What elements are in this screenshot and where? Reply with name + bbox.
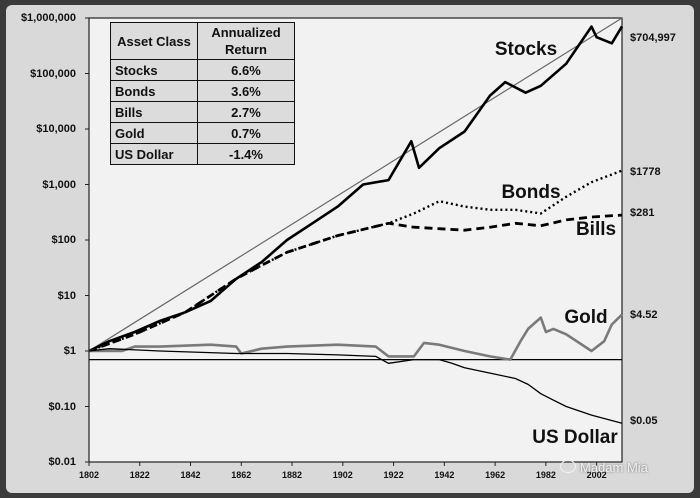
y-tick-label: $1 bbox=[63, 345, 76, 357]
gold-series-line bbox=[89, 313, 623, 361]
us-dollar-series-label: US Dollar bbox=[532, 427, 618, 448]
table-cell-asset: Bonds bbox=[110, 80, 198, 102]
y-tick-label: $0.10 bbox=[48, 400, 76, 413]
y-tick-label: $1,000,000 bbox=[20, 12, 76, 24]
x-tick-label: 2002 bbox=[586, 470, 607, 480]
trend-lines bbox=[88, 17, 623, 361]
table-cell-asset: US Dollar bbox=[110, 143, 198, 165]
bills-end-label: $281 bbox=[630, 207, 655, 219]
table-header-row: Asset Class Annualized Return bbox=[110, 22, 295, 60]
x-tick-label: 1962 bbox=[485, 470, 506, 480]
tick-marks bbox=[85, 17, 598, 466]
watermark: Madam Mia bbox=[560, 460, 648, 475]
bonds-series-line bbox=[88, 169, 623, 353]
table-cell-return: 2.7% bbox=[197, 101, 295, 123]
x-tick-label: 1842 bbox=[180, 470, 201, 480]
table-row: Stocks 6.6% bbox=[110, 59, 295, 81]
x-tick-label: 1922 bbox=[383, 470, 404, 480]
y-tick-label: $100,000 bbox=[30, 67, 76, 80]
gold-end-label: $4.52 bbox=[630, 309, 658, 321]
x-tick-label: 1902 bbox=[332, 470, 353, 480]
table-header-asset-class: Asset Class bbox=[110, 22, 198, 60]
wechat-icon bbox=[560, 460, 576, 473]
table-row: Gold 0.7% bbox=[110, 122, 295, 144]
stocks-end-label: $704,997 bbox=[630, 32, 676, 44]
table-cell-return: 6.6% bbox=[197, 59, 295, 81]
table-row: Bills 2.7% bbox=[110, 101, 295, 123]
stocks-series-label: Stocks bbox=[494, 39, 558, 60]
x-tick-label: 1862 bbox=[231, 470, 252, 480]
trend-line bbox=[88, 17, 623, 352]
bonds-series-label: Bonds bbox=[501, 182, 561, 203]
table-cell-return: 3.6% bbox=[197, 80, 295, 102]
x-tick-label: 1882 bbox=[282, 470, 303, 480]
table-header-annualized-return: Annualized Return bbox=[197, 22, 295, 60]
us-dollar-end-label: $0.05 bbox=[630, 415, 658, 427]
bonds-end-label: $1778 bbox=[630, 166, 661, 178]
y-tick-label: $10,000 bbox=[36, 123, 76, 135]
bills-series-line bbox=[88, 213, 623, 353]
us-dollar-series-line bbox=[88, 348, 623, 424]
returns-table: Asset Class Annualized Return Stocks 6.6… bbox=[110, 22, 295, 165]
watermark-text: Madam Mia bbox=[580, 460, 648, 475]
series-lines bbox=[88, 25, 624, 424]
y-tick-label: $1,000 bbox=[42, 178, 76, 191]
table-cell-asset: Bills bbox=[110, 101, 198, 123]
x-tick-label: 1802 bbox=[78, 470, 100, 480]
y-tick-label: $10 bbox=[57, 289, 76, 302]
x-tick-label: 1822 bbox=[129, 470, 150, 480]
table-row: US Dollar -1.4% bbox=[110, 143, 295, 165]
table-cell-asset: Gold bbox=[110, 122, 198, 144]
gold-series-label: Gold bbox=[564, 307, 608, 328]
x-tick-label: 1942 bbox=[434, 470, 455, 480]
table-cell-return: 0.7% bbox=[197, 122, 295, 144]
y-tick-label: $0.01 bbox=[48, 456, 76, 468]
table-cell-return: -1.4% bbox=[197, 143, 295, 165]
table-cell-asset: Stocks bbox=[110, 59, 198, 81]
x-tick-label: 1982 bbox=[535, 470, 556, 480]
y-tick-label: $100 bbox=[51, 234, 76, 246]
bills-series-label: Bills bbox=[575, 219, 617, 240]
table-row: Bonds 3.6% bbox=[110, 80, 295, 102]
